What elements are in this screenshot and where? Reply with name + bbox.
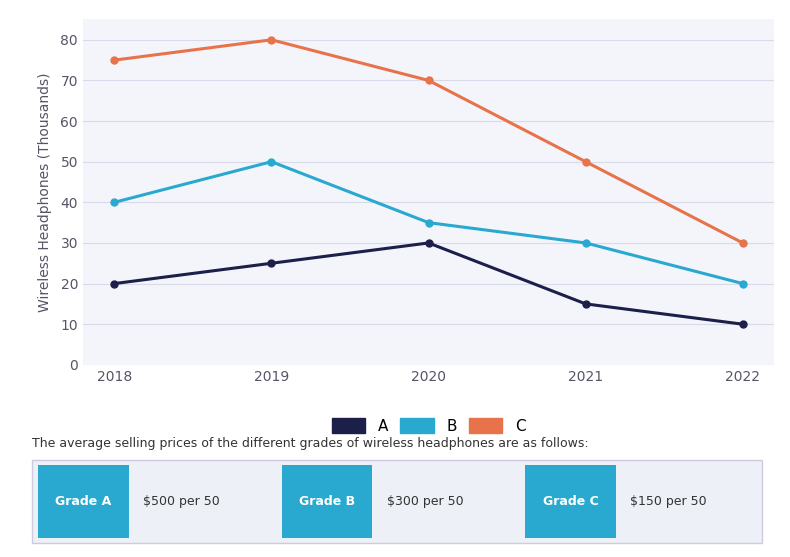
Legend: A, B, C: A, B, C [325,412,532,440]
Text: $500 per 50: $500 per 50 [143,495,220,508]
Y-axis label: Wireless Headphones (Thousands): Wireless Headphones (Thousands) [38,72,52,312]
Text: Grade C: Grade C [543,495,598,508]
Text: Grade A: Grade A [55,495,111,508]
Text: $300 per 50: $300 per 50 [386,495,463,508]
Text: $150 per 50: $150 per 50 [630,495,707,508]
Text: The average selling prices of the different grades of wireless headphones are as: The average selling prices of the differ… [32,437,589,450]
Text: Grade B: Grade B [299,495,355,508]
